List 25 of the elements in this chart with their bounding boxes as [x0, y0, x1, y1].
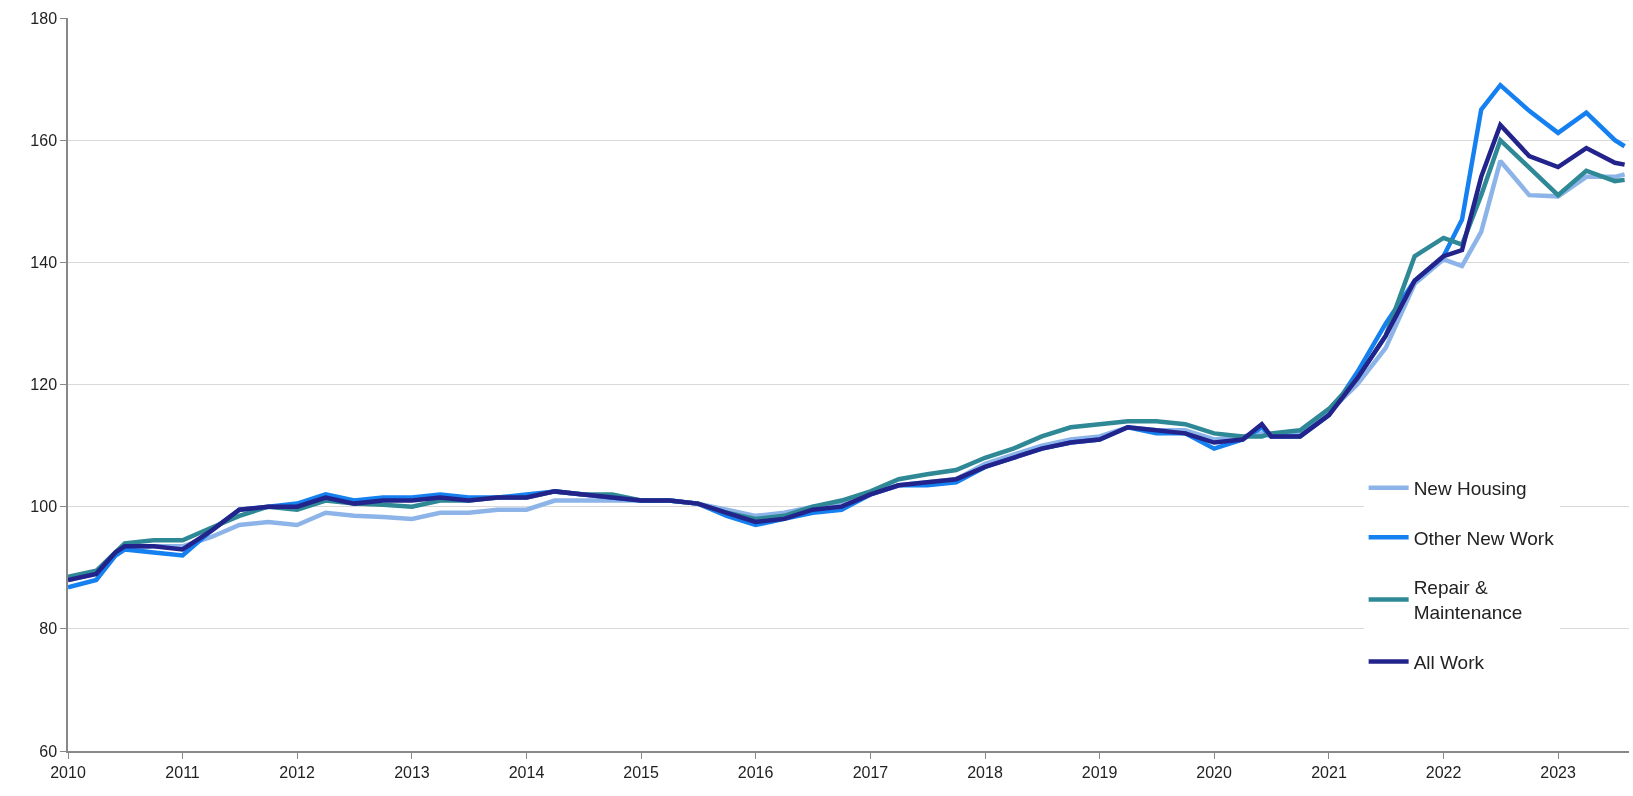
y-tick-label: 80: [39, 620, 58, 638]
y-tick-label: 60: [39, 742, 58, 760]
legend-label: Other New Work: [1413, 527, 1555, 549]
x-tick-label: 2010: [50, 763, 86, 781]
y-tick-label: 100: [30, 498, 58, 516]
x-tick-label: 2020: [1196, 763, 1233, 781]
legend-label: Repair & Maintenance: [1413, 577, 1523, 624]
x-tick-label: 2019: [1081, 763, 1118, 781]
y-tick-label: 160: [30, 131, 58, 149]
x-tick-label: 2011: [165, 763, 200, 781]
x-tick-label: 2016: [737, 763, 774, 781]
x-tick-label: 2023: [1540, 763, 1576, 781]
x-tick-label: 2022: [1425, 763, 1462, 781]
legend-label: New Housing: [1413, 478, 1527, 500]
x-tick-label: 2014: [508, 763, 545, 781]
y-tick-label: 140: [30, 253, 58, 271]
x-tick-label: 2017: [852, 763, 889, 781]
x-tick-label: 2012: [279, 763, 315, 781]
y-tick-label: 120: [30, 376, 58, 394]
x-tick-label: 2015: [623, 763, 659, 781]
legend-label: All Work: [1413, 651, 1485, 673]
x-tick-label: 2018: [967, 763, 1003, 781]
x-tick-label: 2013: [394, 763, 430, 781]
y-tick-label: 180: [30, 9, 58, 27]
x-tick-label: 2021: [1311, 763, 1347, 781]
